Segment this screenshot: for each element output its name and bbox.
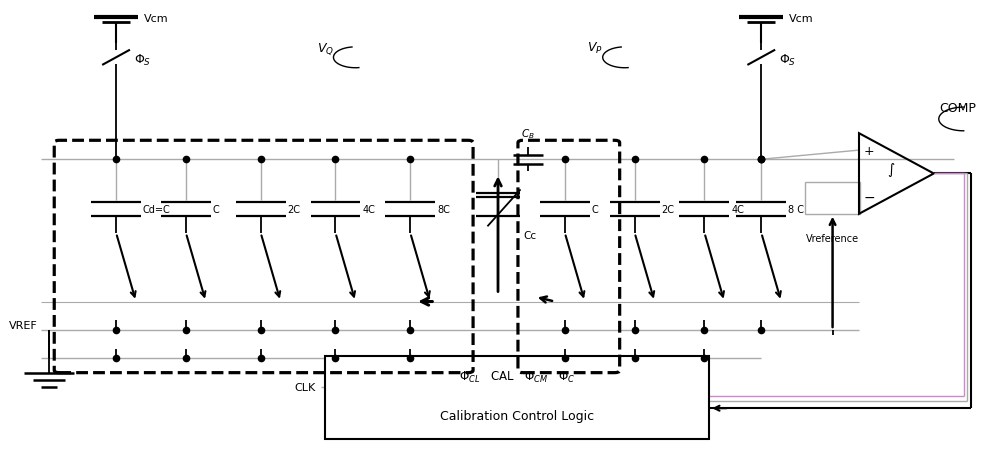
Text: 2C: 2C xyxy=(662,205,675,215)
Text: COMP: COMP xyxy=(939,101,976,114)
Text: CLK: CLK xyxy=(294,382,316,392)
Text: $\Phi_S$: $\Phi_S$ xyxy=(779,53,796,68)
Text: 4C: 4C xyxy=(362,205,375,215)
Text: Vreference: Vreference xyxy=(806,233,859,243)
Text: C: C xyxy=(213,205,220,215)
Text: VREF: VREF xyxy=(9,320,38,330)
Text: 4C: 4C xyxy=(731,205,744,215)
Text: Vcm: Vcm xyxy=(144,14,169,24)
Text: $\Phi_{CL}$   CAL   $\Phi_{CM}$   $\Phi_C$: $\Phi_{CL}$ CAL $\Phi_{CM}$ $\Phi_C$ xyxy=(459,369,576,385)
Text: $V_P$: $V_P$ xyxy=(587,41,603,56)
Text: Vcm: Vcm xyxy=(789,14,814,24)
Text: 8 C: 8 C xyxy=(788,205,804,215)
Text: $\Phi_S$: $\Phi_S$ xyxy=(134,53,151,68)
Text: Calibration Control Logic: Calibration Control Logic xyxy=(440,409,595,422)
Text: 8C: 8C xyxy=(437,205,450,215)
Text: C: C xyxy=(592,205,598,215)
Text: +: + xyxy=(864,144,874,157)
Bar xyxy=(805,182,860,214)
Text: 2C: 2C xyxy=(288,205,301,215)
Text: Cc: Cc xyxy=(523,231,536,241)
Text: $C_B$: $C_B$ xyxy=(521,127,535,141)
Text: −: − xyxy=(863,190,875,204)
Text: Cd=C: Cd=C xyxy=(143,205,171,215)
Bar xyxy=(325,357,709,439)
Text: $\int$: $\int$ xyxy=(887,160,896,178)
Text: $V_Q$: $V_Q$ xyxy=(317,41,334,57)
